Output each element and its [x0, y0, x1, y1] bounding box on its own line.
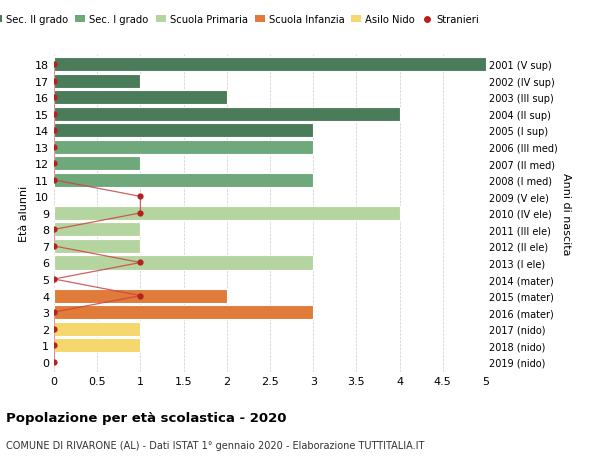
Bar	[54, 58, 486, 72]
Bar	[54, 223, 140, 237]
Y-axis label: Età alunni: Età alunni	[19, 185, 29, 241]
Bar	[54, 124, 313, 138]
Text: COMUNE DI RIVARONE (AL) - Dati ISTAT 1° gennaio 2020 - Elaborazione TUTTITALIA.I: COMUNE DI RIVARONE (AL) - Dati ISTAT 1° …	[6, 440, 424, 450]
Bar	[54, 256, 313, 270]
Bar	[54, 91, 227, 105]
Bar	[54, 289, 227, 303]
Text: Popolazione per età scolastica - 2020: Popolazione per età scolastica - 2020	[6, 411, 287, 424]
Bar	[54, 157, 140, 171]
Bar	[54, 338, 140, 353]
Bar	[54, 322, 140, 336]
Bar	[54, 207, 400, 220]
Bar	[54, 74, 140, 89]
Bar	[54, 140, 313, 155]
Bar	[54, 305, 313, 319]
Bar	[54, 107, 400, 122]
Y-axis label: Anni di nascita: Anni di nascita	[562, 172, 571, 255]
Legend: Sec. II grado, Sec. I grado, Scuola Primaria, Scuola Infanzia, Asilo Nido, Stran: Sec. II grado, Sec. I grado, Scuola Prim…	[0, 11, 483, 29]
Bar	[54, 240, 140, 253]
Bar	[54, 174, 313, 187]
